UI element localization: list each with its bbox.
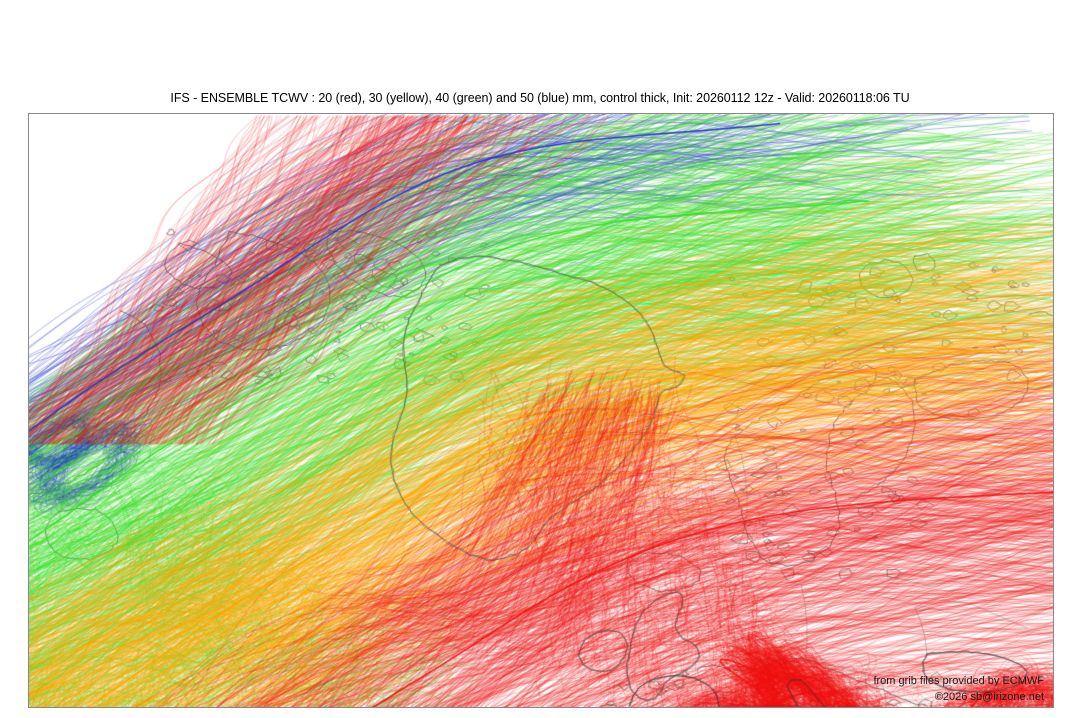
credit-source: from grib files provided by ECMWF xyxy=(873,675,1044,687)
map-frame xyxy=(28,113,1054,708)
ensemble-spaghetti-map xyxy=(29,114,1053,707)
credit-copyright: ©2026 sb@irizone.net xyxy=(934,691,1044,703)
page-title: IFS - ENSEMBLE TCWV : 20 (red), 30 (yell… xyxy=(170,91,910,105)
